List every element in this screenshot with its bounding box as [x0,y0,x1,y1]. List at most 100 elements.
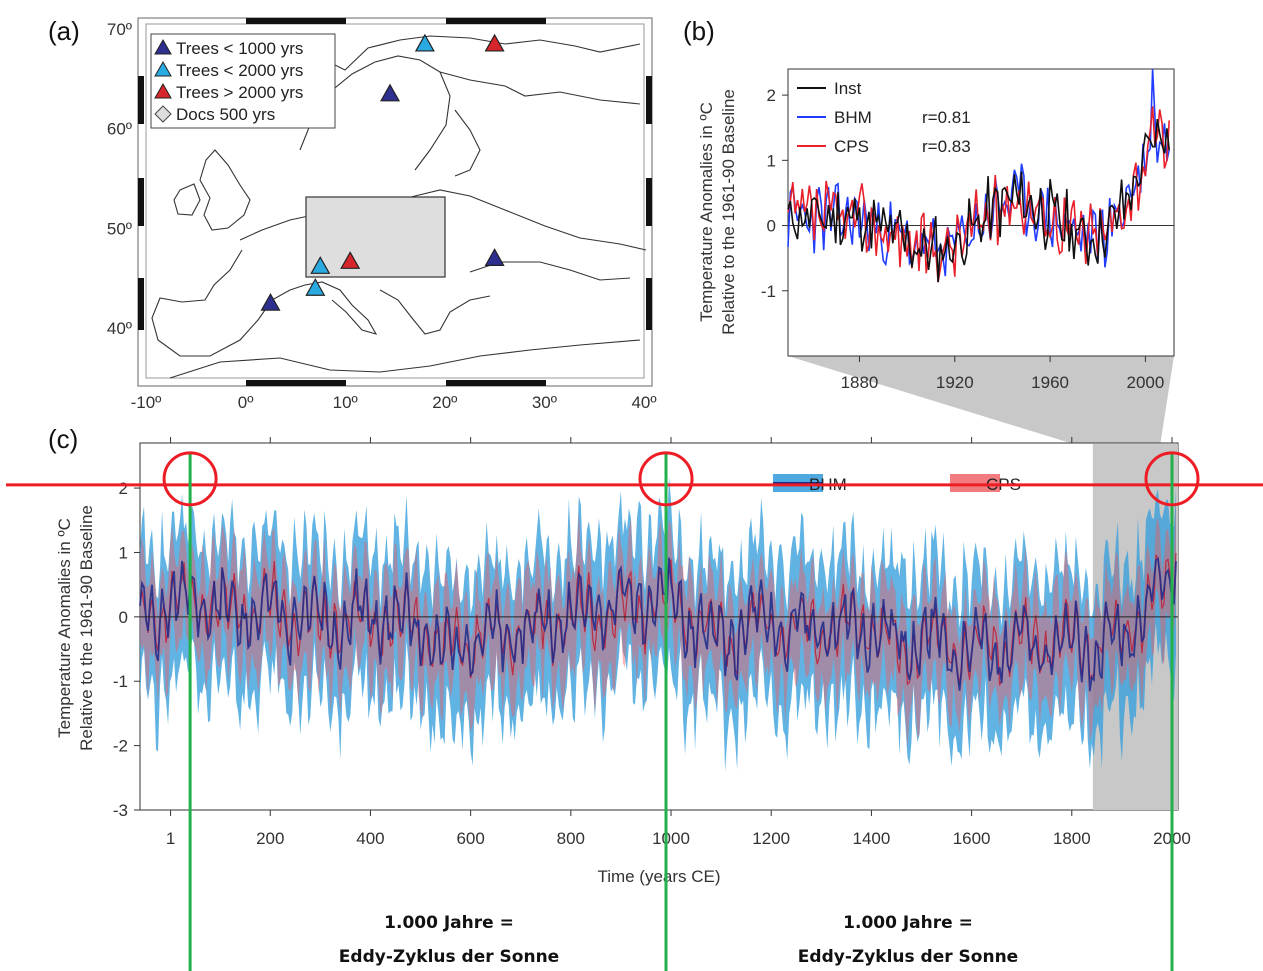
map-ticks: -10º 0º 10º 20º 30º 40º 70º 60º 50º 40º [107,20,657,412]
note-1-line-2: Eddy-Zyklus der Sonne [339,947,559,967]
map-border-bar [138,278,144,330]
panel-b-ylabel-1: Temperature Anomalies in ºC [697,102,716,322]
panel-c-ylabel-1: Temperature Anomalies in ºC [55,518,74,738]
site-triangle-marker [379,83,401,102]
panel-b-x-tick: 1960 [1031,373,1069,392]
arctic-coast [324,35,641,71]
map-legend-label: Trees < 1000 yrs [176,39,303,58]
map-x-tick: 30º [532,393,557,412]
site-triangle-marker [414,33,435,52]
panel-c-x-tick: 1 [166,829,175,848]
series-line-BHM [787,68,1170,277]
map-legend: Trees < 1000 yrs Trees < 2000 yrs Trees > … [154,38,303,124]
map-sites [260,33,505,311]
cycle-peak-circle [162,451,218,507]
map-x-tick: 0º [238,393,254,412]
docs-region [305,196,446,278]
panel-b-legend: Inst BHM r=0.81 CPS r=0.83 [797,79,971,156]
map-border-bar [646,76,652,124]
map-x-tick: 20º [432,393,457,412]
series-line-Inst [787,118,1170,283]
africa-coast [169,339,641,379]
cycle-peak-circle [1144,451,1200,507]
ireland [173,183,201,216]
panel-b-ylabel-2: Relative to the 1961-90 Baseline [719,89,738,335]
finland-coast [454,109,481,177]
note-1-line-1: 1.000 Jahre = [384,913,514,933]
map-border-bar [246,18,346,24]
panel-c-x-tick: 600 [456,829,484,848]
panel-b-y-tick: 1 [767,151,776,170]
panel-c-x-tick: 1400 [852,829,890,848]
note-2-line-1: 1.000 Jahre = [843,913,973,933]
panel-c-x-tick: 1000 [652,829,690,848]
panel-b-x-tick: 2000 [1126,373,1164,392]
map-legend-label: Trees > 2000 yrs [176,83,303,102]
map-border-bar [446,380,546,386]
map-legend-box [150,33,336,129]
panel-c-y-tick: -1 [113,672,128,691]
panel-c-y-tick: -2 [113,737,128,756]
map-x-tick: 40º [631,393,656,412]
panel-a-label: (a) [48,16,80,46]
map-y-tick: 70º [107,20,132,39]
panel-c-y-tick: -3 [113,801,128,820]
panel-b-y-tick: 0 [767,217,776,236]
map-legend-label: Trees < 2000 yrs [176,61,303,80]
panel-b-legend-label: CPS [834,137,869,156]
legend-band-swatch [950,474,1000,492]
bhm-median-line [139,557,1177,692]
cycle-peak-circle [638,451,694,507]
britain [199,149,251,231]
panel-a-map: -10º 0º 10º 20º 30º 40º 70º 60º 50º 40º Trees < 1… [107,17,657,412]
legend-triangle-marker [154,60,172,77]
kola-coast [439,71,641,105]
panel-b-chart: 1880 1920 1960 2000 2 1 0 -1 Inst BHM r=0.81 CPS r=… [697,68,1175,392]
panel-b-y-tick: -1 [761,282,776,301]
panel-c-label: (c) [48,424,78,454]
panel-b-x-tick: 1880 [841,373,879,392]
map-x-tick: 10º [333,393,358,412]
panel-c-x-tick: 200 [256,829,284,848]
map-y-tick: 60º [107,120,132,139]
map-legend-label: Docs 500 yrs [176,105,275,124]
panel-c-x-tick: 800 [557,829,585,848]
map-y-tick: 40º [107,319,132,338]
legend-triangle-marker [154,38,172,55]
panel-b-series [787,68,1174,283]
north-coast [239,189,647,251]
site-triangle-marker [305,278,326,296]
panel-b-x-tick: 1920 [936,373,974,392]
map-border-bar [646,278,652,330]
site-triangle-marker [340,251,361,269]
balkans [379,289,491,335]
panel-c-y-tick: 0 [119,608,128,627]
bhm-uncertainty-band [140,476,1176,772]
legend-diamond-marker [154,105,172,123]
legend-triangle-marker [154,82,172,99]
panel-c-y-tick: 2 [119,479,128,498]
zoom-connector [788,356,1174,446]
panel-c-x-tick: 1800 [1053,829,1091,848]
note-2-line-2: Eddy-Zyklus der Sonne [798,947,1018,967]
map-border-bar [246,380,346,386]
panel-b-y-tick: 2 [767,86,776,105]
panel-c-series [139,476,1178,772]
panel-c-ylabel-2: Relative to the 1961-90 Baseline [77,505,96,751]
site-triangle-marker [260,292,281,311]
site-triangle-marker [484,33,505,52]
panel-b-legend-r: r=0.83 [922,137,971,156]
site-triangle-marker [484,248,505,266]
panel-b-legend-label: BHM [834,108,872,127]
panel-c-y-tick: 1 [119,543,128,562]
map-border-bar [138,76,144,124]
panel-b-ticks: 1880 1920 1960 2000 2 1 0 -1 [761,86,1164,392]
iberia [151,249,291,357]
map-border-bars [138,18,652,386]
map-border-bar [446,18,546,24]
panel-b-label: (b) [683,16,715,46]
site-triangle-marker [310,256,331,274]
panel-c-x-tick: 1600 [953,829,991,848]
map-border-bar [138,178,144,226]
